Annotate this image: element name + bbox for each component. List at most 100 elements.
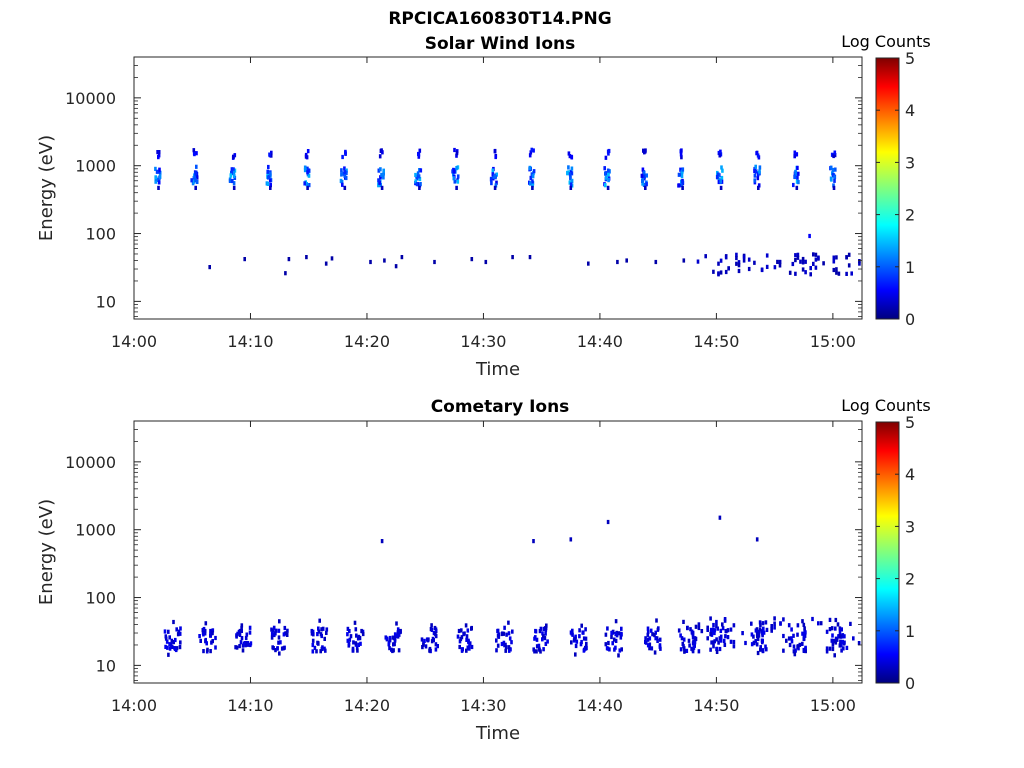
colorbar-tick-label: 2	[905, 570, 915, 589]
spectrogram-cell	[801, 631, 804, 636]
spectrogram-cell	[277, 628, 281, 633]
spectrogram-cell	[850, 271, 853, 276]
spectrogram-cell	[782, 648, 785, 653]
spectrogram-cell	[613, 647, 616, 652]
spectrogram-cell	[618, 648, 622, 653]
spectrogram-cell	[700, 629, 704, 634]
spectrogram-cell	[568, 154, 572, 159]
spectrogram-cell	[706, 636, 709, 641]
spectrogram-cell	[607, 172, 610, 177]
spectrogram-cell	[833, 175, 836, 180]
spectrogram-cell	[828, 646, 832, 651]
spectrogram-cell	[395, 633, 398, 638]
spectrogram-cell	[792, 649, 796, 654]
spectrogram-cell	[642, 182, 646, 187]
spectrogram-cell	[617, 631, 621, 636]
spectrogram-cell	[719, 149, 722, 154]
spectrogram-cell	[755, 629, 759, 634]
spectrogram-cell	[377, 178, 380, 183]
spectrogram-cell	[747, 266, 751, 272]
x-tick-label: 14:00	[111, 332, 157, 351]
spectrogram-cell	[235, 645, 239, 650]
spectrogram-cell	[343, 173, 346, 178]
spectrogram-cell	[834, 626, 837, 631]
spectrogram-cell	[341, 154, 344, 160]
spectrogram-cell	[759, 645, 762, 650]
spectrogram-cell	[793, 154, 796, 159]
spectrogram-cell	[418, 148, 422, 153]
spectrogram-cell	[607, 640, 610, 646]
spectrogram-cell	[754, 164, 757, 169]
spectrogram-cell	[170, 638, 174, 643]
spectrogram-cell	[611, 641, 614, 646]
spectrogram-cell	[799, 259, 802, 264]
spectrogram-cell	[306, 166, 309, 171]
spectrogram-cell	[174, 637, 177, 643]
spectrogram-cell	[718, 636, 722, 641]
spectrogram-cell	[753, 178, 756, 183]
spectrogram-cell	[729, 627, 733, 632]
spectrogram-cell	[174, 647, 178, 653]
spectrogram-cell	[307, 183, 311, 188]
colorbar-ticks: 0 1 2 3 4 5	[876, 49, 915, 329]
spectrogram-cell	[502, 631, 506, 636]
spectrogram-cell	[682, 619, 685, 624]
spectrogram-cell	[535, 637, 539, 642]
spectrogram-cell	[534, 635, 537, 640]
spectrogram-cell	[794, 648, 797, 653]
spectrogram-cell	[831, 167, 835, 173]
colorbar-tick-label: 0	[905, 310, 915, 329]
spectrogram-cell	[428, 648, 431, 653]
spectrogram-cell	[802, 647, 806, 653]
spectrogram-cell	[344, 175, 348, 181]
spectrogram-cell	[267, 164, 270, 170]
spectrogram-cell	[531, 185, 534, 190]
spectrogram-cell	[681, 641, 685, 646]
spectrogram-cell	[177, 629, 181, 634]
spectrogram-cell	[242, 641, 246, 646]
spectrogram-cell	[237, 629, 241, 635]
spectrogram-cell	[491, 168, 495, 173]
spectrogram-cell	[839, 639, 842, 644]
spectrogram-cell	[489, 177, 493, 182]
spectrogram-cell	[238, 644, 241, 649]
spectrogram-cell	[694, 636, 698, 641]
spectrogram-cell	[211, 639, 214, 644]
spectrogram-cell	[797, 171, 800, 176]
spectrogram-cell	[378, 154, 382, 159]
spectrogram-cell	[585, 641, 588, 646]
spectrogram-cell	[417, 152, 421, 157]
spectrogram-cell	[179, 626, 182, 631]
spectrogram-cell	[495, 638, 498, 643]
spectrogram-cell	[343, 170, 347, 175]
spectrogram-cell	[394, 264, 398, 269]
spectrogram-cell	[214, 645, 217, 650]
spectrogram-cell	[154, 166, 157, 171]
colorbar-gradient	[875, 421, 900, 684]
spectrogram-cell	[240, 636, 244, 641]
spectrogram-cell	[460, 635, 464, 640]
spectrogram-cell	[433, 259, 436, 265]
spectrogram-cell	[796, 644, 800, 649]
spectrogram-cell	[782, 617, 785, 622]
spectrogram-cell	[755, 632, 759, 637]
spectrogram-cell	[797, 646, 800, 651]
spectrogram-cell	[211, 630, 214, 636]
spectrogram-cell	[792, 644, 796, 649]
spectrogram-cell	[361, 629, 365, 634]
spectrogram-cell	[388, 638, 392, 643]
spectrogram-cell	[845, 645, 849, 650]
spectrogram-cell	[606, 149, 610, 154]
spectrogram-cell	[507, 648, 511, 653]
spectrogram-cell	[804, 270, 807, 275]
spectrogram-cell	[537, 646, 541, 651]
spectrogram-cell	[395, 621, 398, 626]
spectrogram-cell	[750, 642, 754, 647]
spectrogram-cell	[724, 255, 728, 260]
spectrogram-cell	[157, 150, 161, 155]
spectrogram-cell	[567, 165, 570, 170]
spectrogram-cell	[732, 644, 736, 649]
spectrogram-cell	[245, 632, 249, 637]
spectrogram-cell	[361, 631, 365, 637]
